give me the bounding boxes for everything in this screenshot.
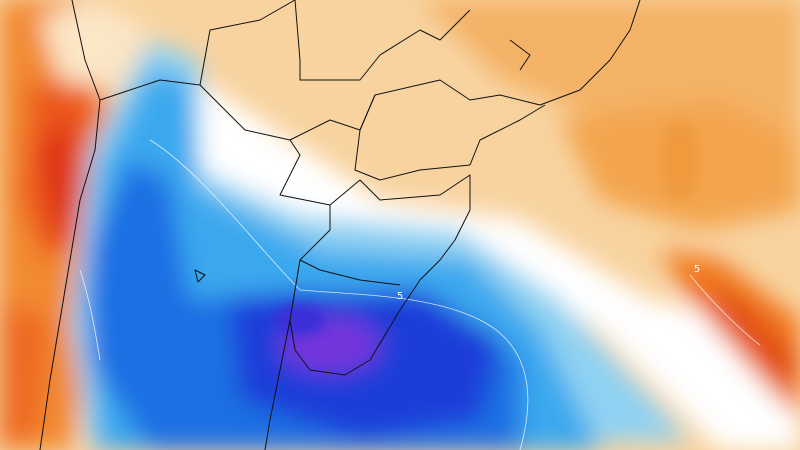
- contour-label: 5: [694, 264, 700, 275]
- contours: [79, 139, 761, 450]
- contour-label: 5: [397, 291, 403, 302]
- borders: [39, 0, 641, 450]
